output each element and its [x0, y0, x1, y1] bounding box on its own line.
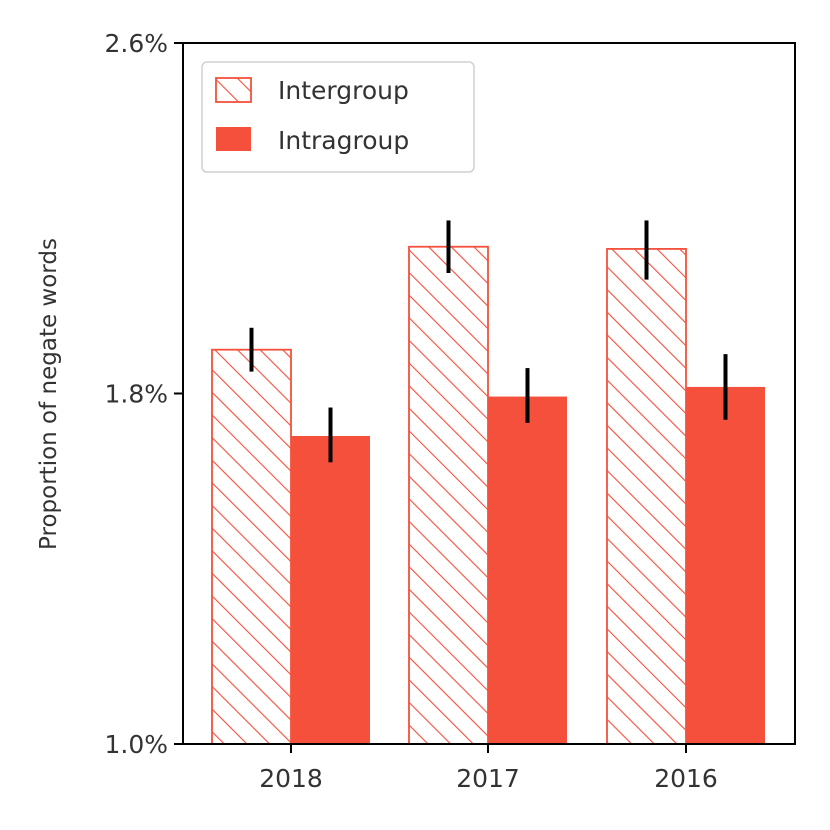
bar-intragroup-2017: [488, 396, 567, 744]
y-axis: 1.0% 1.8% 2.6%: [104, 29, 183, 759]
x-axis: 2018 2017 2016: [259, 744, 718, 793]
legend: Intergroup Intragroup: [201, 61, 475, 173]
bar-intergroup-2018: [211, 348, 292, 745]
y-axis-title: Proportion of negate words: [36, 238, 62, 550]
bar-intergroup-2017: [408, 245, 489, 745]
bars-layer: [211, 245, 765, 745]
y-tick-label: 1.8%: [104, 380, 168, 409]
y-tick-label: 1.0%: [104, 730, 168, 759]
legend-swatch-intragroup: [216, 127, 251, 151]
x-tick-label: 2018: [259, 764, 323, 793]
y-tick-label: 2.6%: [104, 29, 168, 58]
bar-intragroup-2016: [686, 386, 765, 744]
error-bars-layer: [249, 220, 728, 463]
x-tick-label: 2017: [456, 764, 520, 793]
legend-swatch-intergroup: [215, 77, 252, 103]
bar-intergroup-2016: [606, 248, 687, 745]
x-tick-label: 2016: [654, 764, 718, 793]
legend-label-intergroup: Intergroup: [278, 76, 409, 105]
bar-intragroup-2018: [291, 435, 370, 744]
legend-frame: [201, 61, 475, 173]
legend-label-intragroup: Intragroup: [278, 126, 409, 155]
